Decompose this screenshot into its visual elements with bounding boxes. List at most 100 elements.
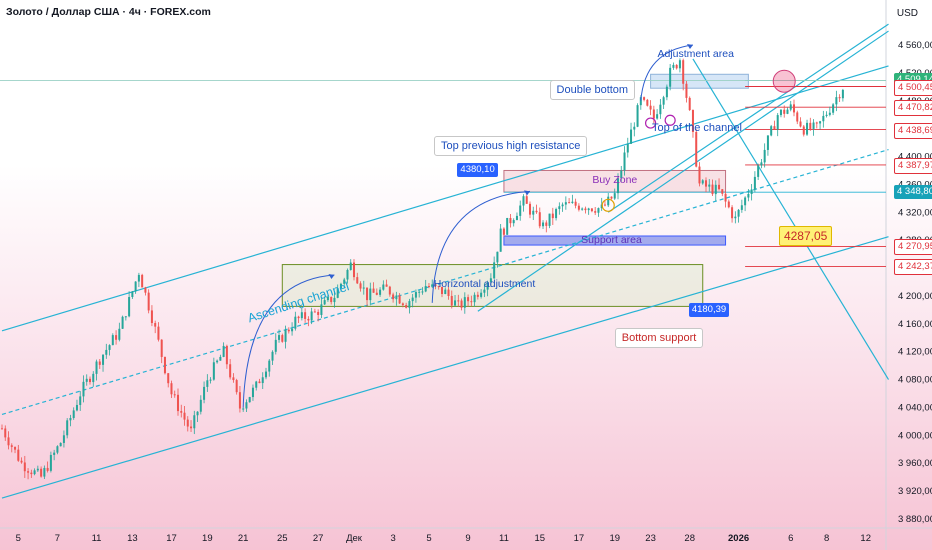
candle-body [440,286,444,295]
candle-body [375,292,378,295]
x-tick-label: 9 [465,533,470,544]
candle-body [118,328,121,340]
candle-body [235,380,238,393]
candle-body [157,326,160,340]
candle-body [238,392,241,409]
candle-body [542,222,545,227]
candle-body [607,196,610,206]
candle-body [287,329,290,332]
candle-body [424,285,427,292]
x-tick-label: 13 [127,533,138,544]
zone-label: Buy Zone [592,174,638,187]
candle-body [509,217,512,224]
candle-body [121,316,124,329]
candle-body [685,83,688,98]
candle-body [369,288,372,301]
candle-body [447,289,450,296]
price-tag: 4 470,82 [894,100,932,117]
candle-body [0,428,4,430]
candle-body [388,286,391,295]
candle-body [766,135,769,150]
candle-body [555,209,558,219]
candle-body [17,449,20,461]
candle-body [310,311,313,321]
candle-body [281,335,284,342]
x-tick-label: 7 [55,533,60,544]
y-tick-label: 3 920,00 [898,486,932,497]
candle-body [727,201,730,208]
candle-body [444,289,447,295]
y-tick-label: 4 000,00 [898,430,932,441]
candle-body [102,354,105,365]
candle-body [144,287,147,293]
candle-body [134,281,137,292]
candle-body [82,381,85,397]
x-tick-label: 15 [534,533,545,544]
x-tick-label: 25 [277,533,288,544]
candle-body [616,178,620,194]
candle-body [170,383,173,395]
candle-body [473,294,476,303]
candle-body [10,445,13,447]
candle-body [819,121,822,124]
price-tag: 4 348,80 [894,185,932,200]
double-bottom-marker-1 [644,117,657,129]
candle-body [581,208,584,210]
candle-body [652,109,655,119]
candle-body [708,184,711,187]
candle-body [548,213,551,226]
y-tick-label: 4 400,00 [898,152,932,163]
candle-body [346,269,349,280]
candle-body [180,411,183,413]
candle-body [167,373,170,384]
candle-body [623,152,626,171]
candle-body [414,292,417,298]
candle-body [131,291,134,298]
x-tick-label: 17 [166,533,177,544]
candle-body [7,437,10,446]
candle-body [405,305,408,308]
candle-body [734,216,737,219]
candle-body [636,105,639,127]
candle-body [740,205,743,210]
candle-body [659,104,662,115]
candle-body [506,217,509,235]
candle-body [362,287,365,289]
candle-body [317,311,320,315]
x-tick-label: 21 [238,533,249,544]
candle-body [809,122,812,129]
callout-label: Top previous high resistance [434,136,588,157]
candle-body [656,114,659,119]
candle-body [630,129,633,144]
candle-body [568,202,571,204]
candle-body [307,318,310,321]
candle-body [496,251,499,263]
x-tick-label: 23 [645,533,656,544]
candle-body [802,126,805,135]
candle-body [66,420,69,436]
candle-body [672,64,675,68]
double-bottom-marker-2 [664,114,676,126]
candle-body [590,208,593,212]
candle-body [268,360,271,372]
candle-body [753,176,756,190]
candle-body [783,109,786,114]
candle-body [486,282,489,290]
x-tick-label: 19 [609,533,620,544]
candle-body [147,292,150,311]
candle-body [701,180,704,184]
candle-body [59,442,62,447]
candle-body [626,143,629,153]
y-tick-label: 4 160,00 [898,319,932,330]
candle-body [141,274,144,288]
candle-body [245,402,248,409]
candle-body [242,408,245,410]
candle-body [160,339,163,357]
candle-body [454,300,457,306]
candle-body [691,110,694,133]
candle-body [796,112,799,122]
candle-body [643,97,646,100]
candle-body [291,328,294,332]
x-tick-label: 11 [92,533,102,544]
